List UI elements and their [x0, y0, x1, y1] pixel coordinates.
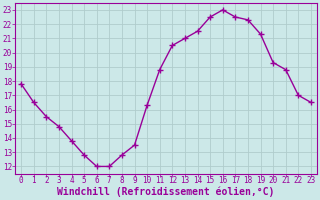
X-axis label: Windchill (Refroidissement éolien,°C): Windchill (Refroidissement éolien,°C)	[57, 187, 275, 197]
